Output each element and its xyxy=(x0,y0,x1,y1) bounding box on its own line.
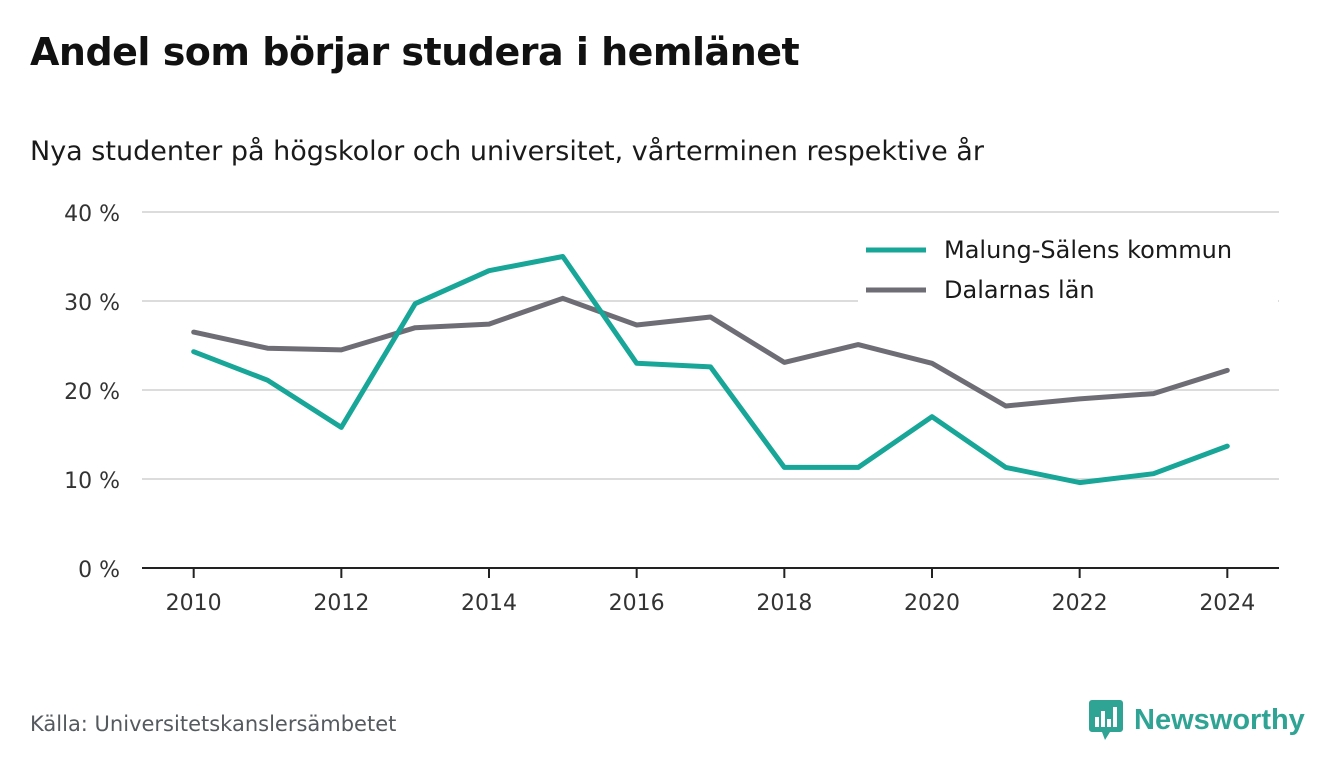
x-tick-label: 2018 xyxy=(756,591,812,616)
x-tick-label: 2012 xyxy=(313,591,369,616)
y-axis-tick-labels: 0 % 10 % 20 % 30 % 40 % xyxy=(64,202,120,583)
x-axis xyxy=(142,567,1279,578)
legend: Malung-Sälens kommun Dalarnas län xyxy=(858,230,1278,310)
x-tick-label: 2022 xyxy=(1052,591,1108,616)
logo-bar-1 xyxy=(1095,717,1099,727)
series-lines xyxy=(191,254,1230,486)
logo-bar-2 xyxy=(1101,711,1105,727)
x-tick-label: 2014 xyxy=(461,591,517,616)
y-tick-label: 20 % xyxy=(64,380,120,405)
bar-chart-speech-bubble-icon xyxy=(1089,700,1123,740)
x-tick-label: 2010 xyxy=(166,591,222,616)
legend-background xyxy=(858,230,1278,310)
brand-name: Newsworthy xyxy=(1134,703,1305,736)
x-axis-tick-labels: 2010 2012 2014 2016 2018 2020 2022 2024 xyxy=(166,591,1256,616)
y-tick-label: 0 % xyxy=(78,558,120,583)
x-tick-label: 2020 xyxy=(904,591,960,616)
source-note: Källa: Universitetskanslersämbetet xyxy=(30,712,397,736)
speech-bubble-shape xyxy=(1089,700,1123,740)
logo-bar-4 xyxy=(1113,707,1117,727)
chart-subtitle: Nya studenter på högskolor och universit… xyxy=(30,136,984,167)
brand-logo[interactable]: Newsworthy xyxy=(1088,698,1305,742)
y-tick-label: 10 % xyxy=(64,469,120,494)
chart-title: Andel som börjar studera i hemlänet xyxy=(30,30,800,74)
x-tick-label: 2016 xyxy=(609,591,665,616)
legend-label: Dalarnas län xyxy=(944,276,1095,304)
series-line-dalarnas-lan xyxy=(191,295,1230,409)
legend-label: Malung-Sälens kommun xyxy=(944,236,1232,264)
y-tick-label: 30 % xyxy=(64,291,120,316)
x-tick-label: 2024 xyxy=(1199,591,1255,616)
logo-bar-3 xyxy=(1107,719,1111,727)
series-line-malung-salens-kommun xyxy=(191,254,1230,486)
y-tick-label: 40 % xyxy=(64,202,120,227)
